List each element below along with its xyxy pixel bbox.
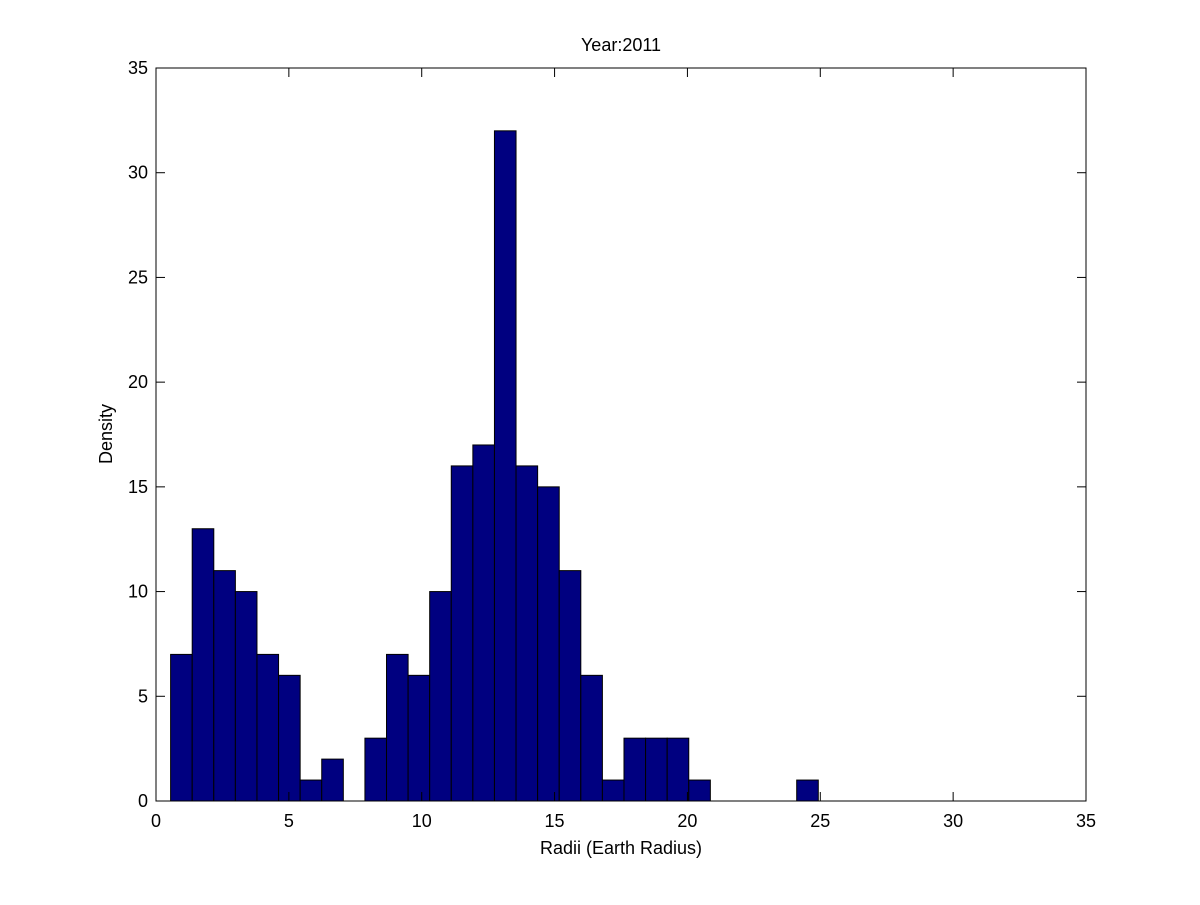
histogram-bar — [666, 737, 690, 802]
chart-title: Year:2011 — [581, 35, 661, 55]
histogram-bar — [256, 653, 280, 802]
bars — [170, 130, 819, 802]
y-tick-label: 5 — [138, 686, 148, 706]
x-tick-label: 25 — [810, 811, 830, 831]
y-tick-label: 30 — [128, 163, 148, 183]
histogram-bar — [537, 486, 560, 802]
histogram-bar — [234, 591, 258, 802]
histogram-bar — [558, 570, 582, 802]
histogram-bar — [386, 653, 409, 802]
histogram-bar — [407, 674, 431, 802]
y-axis-label: Density — [96, 404, 116, 464]
histogram-bar — [645, 737, 668, 802]
histogram-bar — [170, 653, 193, 802]
histogram-bar — [688, 779, 711, 802]
histogram-bar — [623, 737, 647, 802]
axis-ticks: 0 5 10 15 20 25 30 35 0 5 10 15 20 25 30 35 — [128, 58, 1096, 831]
histogram-bar — [472, 444, 495, 802]
histogram-bar — [364, 737, 388, 802]
y-tick-label: 10 — [128, 582, 148, 602]
histogram-bar — [580, 674, 603, 802]
histogram-bar — [493, 130, 517, 802]
x-tick-label: 0 — [151, 811, 161, 831]
x-tick-label: 5 — [284, 811, 294, 831]
histogram-bar — [278, 674, 301, 802]
y-tick-label: 35 — [128, 58, 148, 78]
y-tick-label: 15 — [128, 477, 148, 497]
y-tick-label: 0 — [138, 791, 148, 811]
histogram-bar — [321, 758, 344, 802]
x-tick-label: 30 — [943, 811, 963, 831]
x-axis-label: Radii (Earth Radius) — [540, 838, 702, 858]
histogram-bar — [191, 528, 215, 802]
histogram-bar — [429, 591, 452, 802]
histogram-bar — [515, 465, 539, 802]
x-tick-label: 35 — [1076, 811, 1096, 831]
plot-frame — [155, 67, 1087, 802]
x-tick-label: 15 — [545, 811, 565, 831]
x-tick-label: 20 — [677, 811, 697, 831]
histogram-bar — [601, 779, 625, 802]
x-tick-label: 10 — [412, 811, 432, 831]
histogram-bar — [213, 570, 236, 802]
y-tick-label: 25 — [128, 267, 148, 287]
histogram-bar — [299, 779, 323, 802]
histogram-bar — [450, 465, 474, 802]
histogram-bar — [796, 779, 819, 802]
y-tick-label: 20 — [128, 372, 148, 392]
